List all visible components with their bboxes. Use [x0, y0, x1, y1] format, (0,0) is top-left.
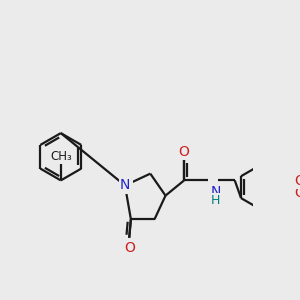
Text: O: O — [124, 241, 135, 255]
Text: N: N — [211, 184, 221, 199]
Text: O: O — [179, 145, 190, 159]
Text: O: O — [294, 186, 300, 200]
Text: N: N — [120, 178, 130, 193]
Text: H: H — [211, 194, 220, 207]
Text: N: N — [122, 178, 132, 193]
Text: O: O — [294, 174, 300, 188]
Text: CH₃: CH₃ — [50, 150, 72, 163]
